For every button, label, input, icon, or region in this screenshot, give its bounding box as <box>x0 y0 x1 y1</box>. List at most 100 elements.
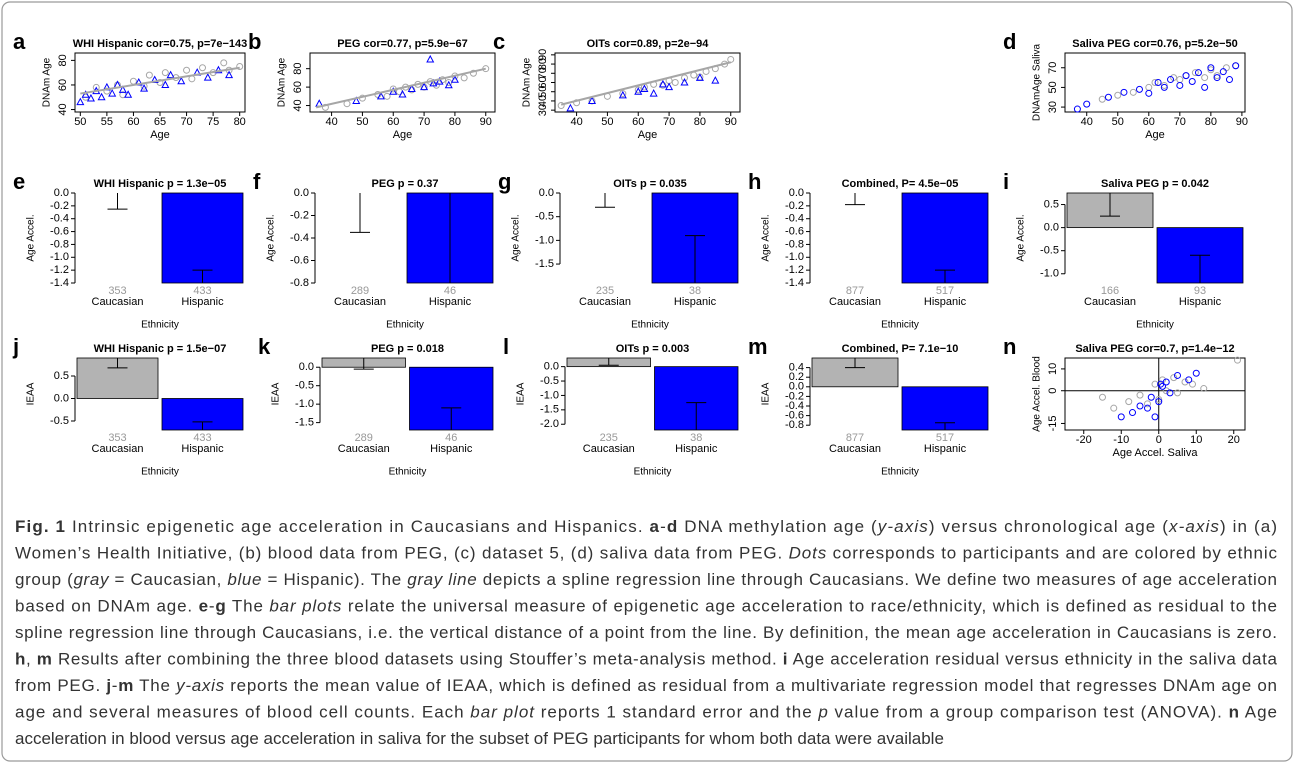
point <box>1234 356 1241 364</box>
caption-text: Age acceleration residual versus ethnici… <box>788 650 1277 669</box>
caption-text: = Hispanic). The <box>262 570 406 589</box>
y-tick-label: -0.5 <box>1040 245 1059 257</box>
point <box>1136 391 1144 399</box>
x-axis-label: Ethnicity <box>386 320 424 331</box>
y-tick-label: -0.5 <box>540 375 559 387</box>
panel-title: Combined, P= 7.1e−10 <box>842 343 959 355</box>
point <box>640 84 649 92</box>
point <box>618 90 627 99</box>
y-axis-label: Age Accel. <box>1016 214 1027 261</box>
caption-text: d <box>667 517 677 536</box>
caption-line: Fig. 1 Intrinsic epigenetic age accelera… <box>15 517 1277 536</box>
caption-text: - <box>660 517 666 536</box>
x-axis-label: Age <box>1145 129 1165 141</box>
count-label: 38 <box>689 285 701 297</box>
point <box>76 97 85 106</box>
bar <box>161 192 244 284</box>
count-label: 433 <box>193 285 211 297</box>
point <box>1219 68 1227 76</box>
x-tick-label: 40 <box>325 116 337 128</box>
y-tick-label: 40 <box>292 99 304 111</box>
category-label: Caucasian <box>829 296 881 308</box>
point <box>681 74 688 82</box>
point <box>671 79 679 86</box>
point <box>408 86 416 94</box>
count-label: 46 <box>445 432 457 444</box>
y-tick-label: -0.2 <box>50 200 69 212</box>
point <box>1129 409 1136 417</box>
y-tick-label: 30 <box>1047 101 1059 113</box>
x-tick-label: 50 <box>74 116 86 128</box>
y-tick-label: -0.8 <box>290 277 309 289</box>
panel: f PEG p = 0.37 0.0 -0.2 -0.4 -0.6 -0.8 289Cauca… <box>253 169 494 331</box>
x-axis-label: Ethnicity <box>634 467 672 478</box>
point <box>203 73 212 81</box>
x-tick-label: 80 <box>449 116 461 128</box>
point <box>426 54 435 63</box>
point <box>1145 83 1153 91</box>
point <box>1098 95 1106 103</box>
point <box>183 66 191 74</box>
y-axis-label: Age Accel. <box>266 214 277 261</box>
point <box>1189 380 1196 388</box>
point <box>1099 393 1106 401</box>
y-axis-label: IEAA <box>26 382 37 405</box>
y-tick-label: -1.5 <box>535 258 554 270</box>
count-label: 877 <box>846 432 864 444</box>
panel-letter: e <box>13 169 25 194</box>
y-tick-label: -1.0 <box>1040 268 1059 280</box>
point <box>352 96 361 104</box>
y-tick-label: 70 <box>1047 62 1059 74</box>
x-axis-label: Age <box>638 129 658 141</box>
point <box>118 85 127 93</box>
x-tick-label: 80 <box>234 116 246 128</box>
caption-text: Women’s Health Initiative, (b) blood dat… <box>15 544 788 563</box>
point <box>1170 374 1178 382</box>
y-tick-label: -0.2 <box>785 200 804 212</box>
caption-line: group (gray = Caucasian, blue = Hispanic… <box>15 570 1277 589</box>
y-tick-label: -0.5 <box>535 211 554 223</box>
y-tick-label: 0.0 <box>539 187 554 199</box>
panel-title: OITs p = 0.003 <box>616 343 689 355</box>
category-label: Caucasian <box>92 443 144 455</box>
y-tick-label: 70 <box>537 67 549 79</box>
point <box>444 80 453 89</box>
point <box>97 92 106 101</box>
point <box>1207 64 1215 72</box>
category-label: Caucasian <box>579 296 631 308</box>
panel-title: WHI Hispanic cor=0.75, p=7e−143 <box>73 38 248 50</box>
caption-text: reports 1 standard error and the <box>535 703 817 722</box>
y-tick-label: 50 <box>1047 81 1059 93</box>
point <box>1194 69 1202 77</box>
x-axis-label: Age <box>393 129 413 141</box>
point <box>398 89 407 98</box>
y-axis-label: IEAA <box>271 382 282 405</box>
x-axis-label: Age Accel. Saliva <box>1113 447 1199 459</box>
caption-text: m <box>118 676 133 695</box>
caption-text: The <box>227 597 269 616</box>
y-tick-label: -0.6 <box>50 225 69 237</box>
panel-title: OITs p = 0.035 <box>613 178 686 190</box>
caption-line: from PEG. j-m The y-axis reports the mea… <box>15 676 1277 695</box>
x-tick-label: 90 <box>725 116 737 128</box>
caption-text: i <box>783 650 788 669</box>
caption: Fig. 1 Intrinsic epigenetic age accelera… <box>15 517 1278 748</box>
x-tick-label: 55 <box>101 116 113 128</box>
x-tick-label: 60 <box>127 116 139 128</box>
y-axis-label: IEAA <box>516 382 527 405</box>
panel-title: PEG p = 0.018 <box>371 343 444 355</box>
panel: d Saliva PEG cor=0.76, p=5.2e−50 30 50 70 40 5… <box>1003 29 1248 141</box>
count-label: 877 <box>846 285 864 297</box>
panel-title: OITs cor=0.89, p=2e−94 <box>587 38 710 50</box>
point <box>1147 393 1155 401</box>
point <box>1213 72 1221 80</box>
caption-text: bar plot <box>470 703 535 722</box>
point <box>1192 369 1200 377</box>
point <box>1160 83 1168 91</box>
panel-letter: i <box>1003 169 1009 194</box>
y-tick-label: -0.2 <box>290 209 309 221</box>
x-axis-label: Ethnicity <box>881 320 919 331</box>
panel: n Saliva PEG cor=0.7, p=1.4e−12 -15 0 10 -20 -… <box>1003 334 1246 459</box>
